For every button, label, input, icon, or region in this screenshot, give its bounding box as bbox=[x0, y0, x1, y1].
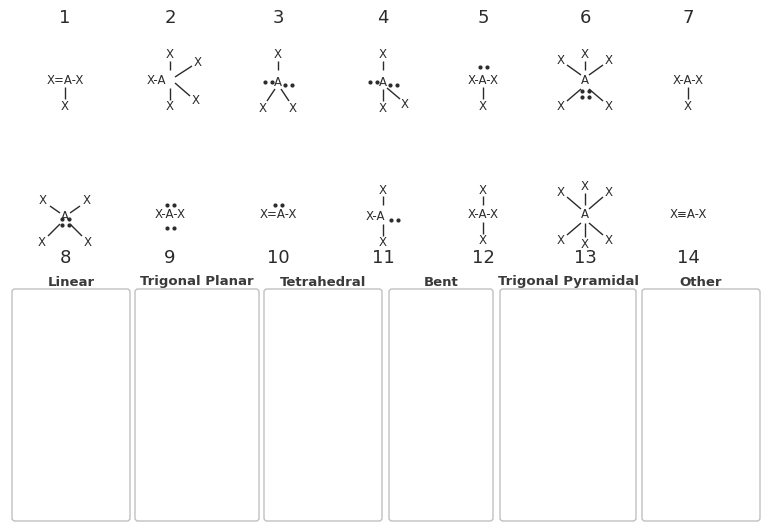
Text: X-A: X-A bbox=[146, 73, 166, 87]
Text: X: X bbox=[379, 184, 387, 196]
Text: X: X bbox=[38, 236, 46, 250]
Text: X: X bbox=[274, 48, 282, 62]
Text: 3: 3 bbox=[272, 9, 284, 27]
Text: X: X bbox=[379, 101, 387, 115]
Text: X: X bbox=[401, 98, 409, 112]
Text: 13: 13 bbox=[574, 249, 597, 267]
Text: 2: 2 bbox=[164, 9, 176, 27]
Text: Trigonal Pyramidal: Trigonal Pyramidal bbox=[497, 276, 638, 288]
Text: X: X bbox=[479, 184, 487, 196]
Text: X-A-X: X-A-X bbox=[467, 73, 499, 87]
Text: 14: 14 bbox=[677, 249, 699, 267]
Text: X: X bbox=[39, 194, 47, 208]
Text: X: X bbox=[605, 100, 613, 114]
Text: 6: 6 bbox=[579, 9, 591, 27]
Text: Tetrahedral: Tetrahedral bbox=[280, 276, 366, 288]
Text: 4: 4 bbox=[377, 9, 389, 27]
Text: X: X bbox=[581, 48, 589, 62]
Text: X≡A-X: X≡A-X bbox=[669, 209, 707, 221]
Text: X: X bbox=[581, 181, 589, 193]
Text: X: X bbox=[289, 101, 297, 115]
Text: 8: 8 bbox=[59, 249, 71, 267]
Text: 5: 5 bbox=[477, 9, 489, 27]
Text: 11: 11 bbox=[372, 249, 395, 267]
Text: A: A bbox=[274, 75, 282, 89]
Text: X=A-X: X=A-X bbox=[46, 73, 84, 87]
Text: A: A bbox=[61, 210, 69, 222]
Text: X: X bbox=[61, 99, 69, 113]
Text: X: X bbox=[479, 235, 487, 247]
Text: Trigonal Planar: Trigonal Planar bbox=[140, 276, 254, 288]
Text: Other: Other bbox=[680, 276, 722, 288]
Text: X: X bbox=[684, 99, 692, 113]
Text: X: X bbox=[83, 194, 91, 208]
Text: 1: 1 bbox=[59, 9, 71, 27]
Text: X-A: X-A bbox=[365, 210, 385, 222]
Text: 7: 7 bbox=[682, 9, 694, 27]
Text: X: X bbox=[84, 236, 92, 250]
Text: X=A-X: X=A-X bbox=[259, 209, 297, 221]
Text: Bent: Bent bbox=[423, 276, 459, 288]
FancyBboxPatch shape bbox=[500, 289, 636, 521]
Text: X: X bbox=[557, 55, 565, 67]
Text: X: X bbox=[605, 235, 613, 247]
Text: Linear: Linear bbox=[48, 276, 95, 288]
FancyBboxPatch shape bbox=[135, 289, 259, 521]
Text: X-A-X: X-A-X bbox=[672, 73, 703, 87]
FancyBboxPatch shape bbox=[12, 289, 130, 521]
Text: X: X bbox=[605, 55, 613, 67]
Text: A: A bbox=[379, 75, 387, 89]
Text: X: X bbox=[166, 100, 174, 114]
FancyBboxPatch shape bbox=[642, 289, 760, 521]
Text: X: X bbox=[581, 237, 589, 251]
Text: X: X bbox=[192, 95, 200, 107]
Text: X: X bbox=[605, 185, 613, 199]
FancyBboxPatch shape bbox=[264, 289, 382, 521]
Text: X: X bbox=[166, 48, 174, 62]
Text: A: A bbox=[581, 209, 589, 221]
Text: X: X bbox=[259, 101, 267, 115]
Text: X: X bbox=[379, 236, 387, 250]
Text: X: X bbox=[379, 48, 387, 62]
Text: X-A-X: X-A-X bbox=[467, 209, 499, 221]
Text: 9: 9 bbox=[164, 249, 176, 267]
Text: 10: 10 bbox=[267, 249, 289, 267]
Text: X: X bbox=[194, 56, 202, 68]
Text: X: X bbox=[557, 235, 565, 247]
Text: X: X bbox=[479, 99, 487, 113]
Text: X-A-X: X-A-X bbox=[154, 209, 186, 221]
Text: X: X bbox=[557, 100, 565, 114]
Text: X: X bbox=[557, 185, 565, 199]
Text: A: A bbox=[581, 74, 589, 88]
Text: 12: 12 bbox=[472, 249, 494, 267]
FancyBboxPatch shape bbox=[389, 289, 493, 521]
